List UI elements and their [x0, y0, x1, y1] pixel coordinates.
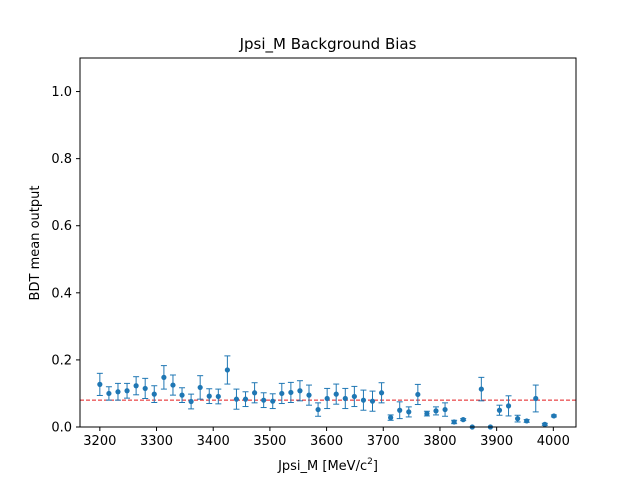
x-tick-label: 3400: [197, 434, 230, 449]
x-tick-label: 3200: [83, 434, 116, 449]
plot-frame: [79, 57, 577, 428]
data-point: [406, 409, 412, 415]
y-axis-label: BDT mean output: [28, 186, 43, 301]
data-point: [342, 395, 348, 402]
data-point: [151, 391, 157, 397]
data-point: [324, 395, 330, 402]
y-tick-label: 0.6: [51, 219, 72, 234]
x-tick-label: 3700: [367, 434, 400, 449]
data-point: [369, 398, 376, 404]
data-point: [106, 390, 112, 397]
data-point: [279, 390, 285, 397]
y-axis-ticks: 0.0 0.2 0.4 0.6 0.8 1.0: [51, 85, 80, 436]
x-axis-ticks: 3200 3300 3400 3500 3600 3700 3800 3900 4000: [83, 427, 570, 449]
data-point: [261, 397, 267, 403]
data-point: [515, 416, 521, 422]
data-point: [288, 389, 294, 396]
data-point: [315, 406, 321, 413]
data-point: [524, 418, 530, 424]
data-point: [124, 388, 130, 394]
data-point: [133, 383, 139, 389]
x-tick-label: 3300: [140, 434, 173, 449]
data-point: [424, 410, 430, 417]
data-point: [215, 393, 221, 400]
data-point: [115, 389, 121, 395]
x-tick-label: 3500: [253, 434, 286, 449]
data-point: [451, 419, 457, 425]
data-point: [179, 392, 185, 398]
data-point: [188, 398, 194, 405]
x-tick-label: 3900: [480, 434, 513, 449]
data-point: [197, 384, 203, 391]
x-tick-label: 3800: [423, 434, 456, 449]
x-tick-label: 4000: [537, 434, 570, 449]
y-tick-label: 0.4: [51, 286, 72, 301]
data-point: [306, 392, 312, 398]
data-point: [297, 388, 303, 394]
data-point: [161, 374, 167, 380]
plot-background: [80, 58, 576, 427]
data-point: [242, 396, 249, 402]
data-point: [433, 408, 439, 414]
x-axis-label: Jpsi_M [MeV/c2]: [277, 457, 378, 474]
data-point: [542, 421, 548, 427]
data-point: [333, 391, 339, 397]
data-point: [442, 406, 448, 413]
data-point: [251, 390, 258, 396]
data-point: [505, 403, 512, 409]
data-point: [533, 395, 539, 402]
y-tick-label: 0.8: [51, 152, 72, 167]
x-axis-label-superscript: 2: [367, 457, 373, 467]
data-point: [551, 413, 557, 419]
data-point: [388, 415, 394, 421]
plot-area: [79, 57, 577, 430]
y-tick-label: 0.2: [51, 353, 72, 368]
data-point: [415, 391, 421, 398]
chart-title: Jpsi_M Background Bias: [239, 35, 417, 54]
data-point: [270, 398, 276, 404]
data-point: [496, 407, 503, 413]
data-point: [460, 417, 466, 423]
data-point: [97, 381, 103, 387]
data-point: [206, 393, 212, 399]
data-point: [233, 396, 240, 402]
data-point: [478, 386, 484, 392]
data-point: [224, 367, 230, 373]
data-points: [97, 367, 557, 430]
x-axis-label-main: Jpsi_M [MeV/c: [277, 459, 367, 474]
x-axis-label-end: ]: [373, 459, 378, 474]
data-point: [360, 397, 367, 403]
y-tick-label: 1.0: [51, 85, 72, 100]
data-point: [397, 407, 403, 413]
data-point: [378, 390, 385, 396]
data-point: [142, 385, 148, 392]
x-tick-label: 3600: [310, 434, 343, 449]
data-point: [351, 393, 357, 400]
y-tick-label: 0.0: [51, 421, 72, 436]
data-point: [170, 382, 176, 388]
